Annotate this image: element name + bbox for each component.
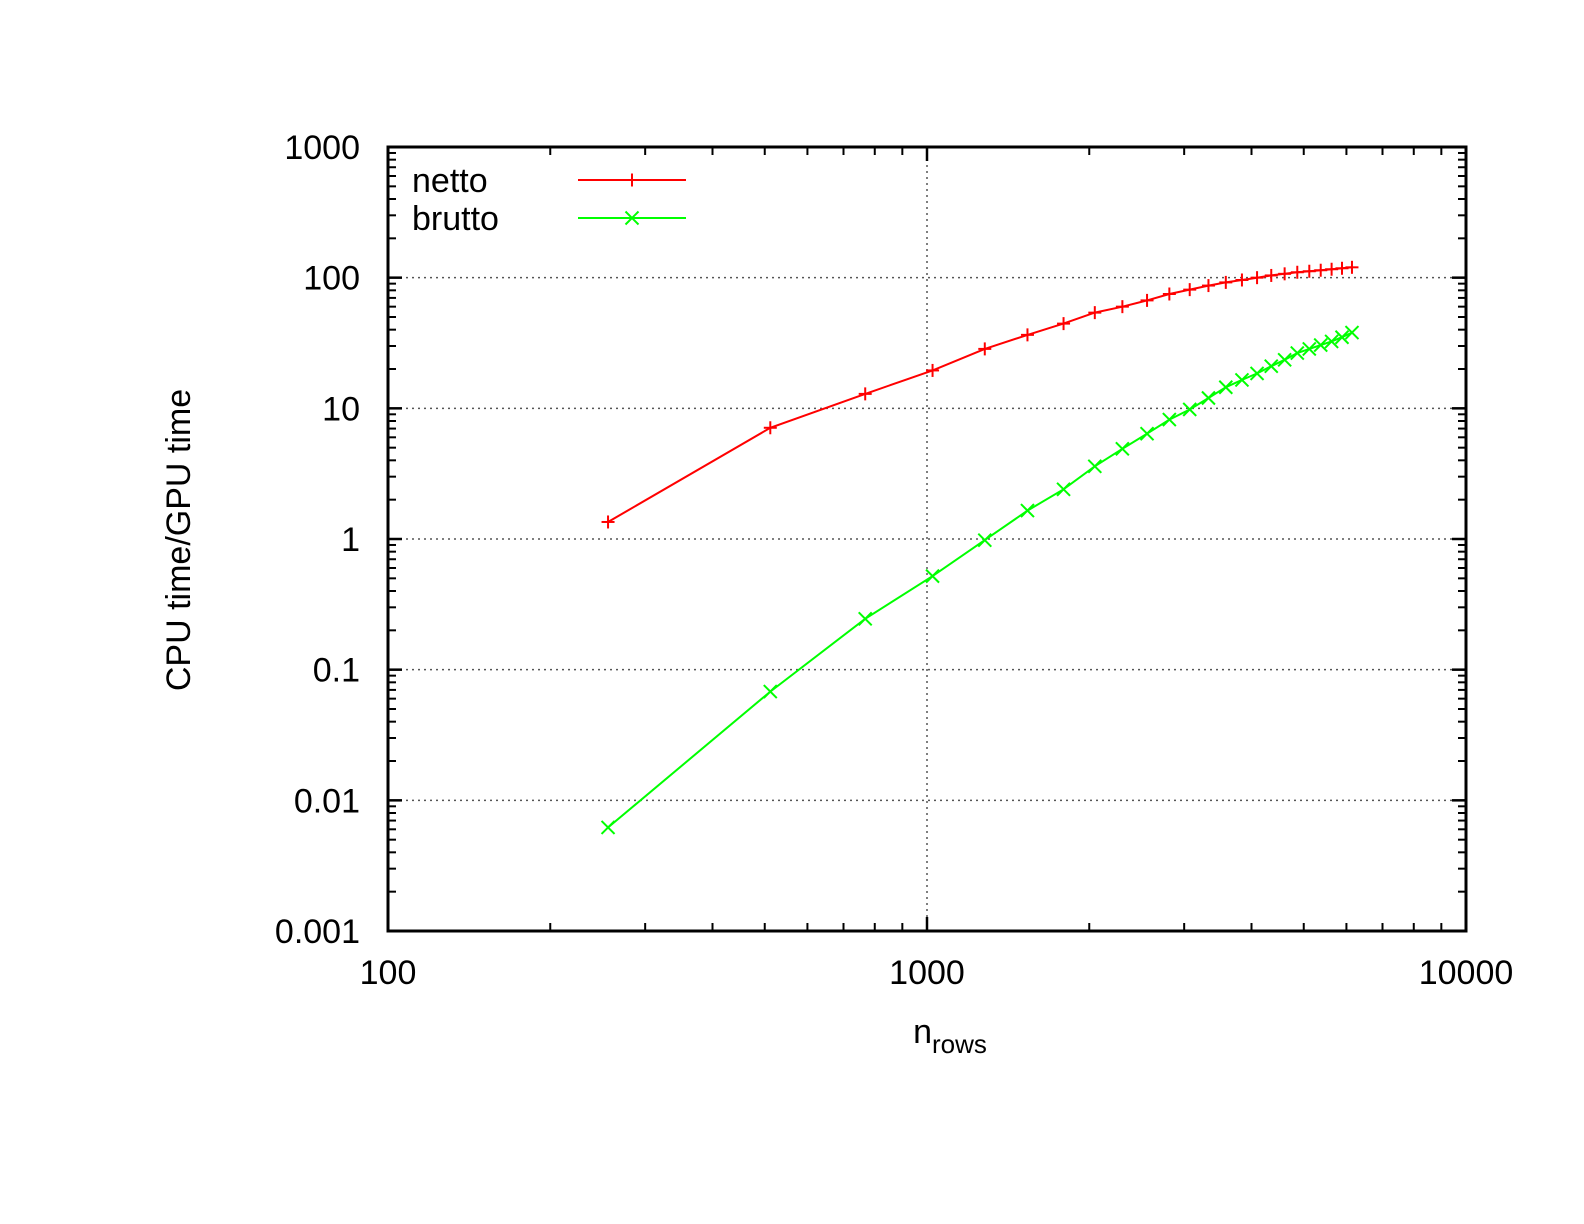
x-tick-label: 10000 [1419, 954, 1514, 992]
series-netto [601, 260, 1359, 529]
data-point [600, 820, 616, 835]
plot-frame [386, 145, 1468, 933]
data-point [1264, 359, 1279, 374]
data-point [1234, 372, 1250, 388]
data-point [1277, 352, 1292, 368]
legend-item-netto: netto [412, 162, 686, 200]
legend-label: brutto [412, 200, 499, 238]
data-point [1302, 341, 1317, 357]
data-point [1139, 426, 1155, 441]
data-point [1020, 503, 1035, 518]
x-tick-label: 1000 [889, 954, 965, 992]
y-tick-label: 1 [341, 521, 360, 559]
data-point [1218, 380, 1234, 395]
data-point [925, 568, 940, 584]
x-tick-labels: 100 1000 10000 [360, 954, 1514, 992]
data-point [1313, 337, 1328, 353]
data-point [858, 611, 873, 627]
legend-label: netto [412, 162, 488, 200]
y-tick-label: 10 [322, 390, 360, 428]
y-tick-label: 1000 [284, 129, 360, 167]
data-point [1056, 482, 1071, 497]
data-point [1087, 459, 1103, 474]
series-line [607, 266, 1353, 523]
y-tick-label: 0.01 [294, 782, 360, 820]
data-point [1162, 412, 1177, 427]
y-tick-labels: 0.001 0.01 0.1 1 10 100 1000 [275, 129, 360, 951]
y-tick-label: 100 [303, 260, 360, 298]
y-tick-label: 0.001 [275, 913, 360, 951]
series-brutto [600, 325, 1360, 835]
data-point [1324, 334, 1339, 349]
data-point [1334, 330, 1350, 345]
data-point [1115, 441, 1130, 457]
grid [388, 147, 1466, 931]
data-point [1201, 390, 1216, 406]
data-point [1249, 366, 1265, 381]
x-tick-label: 100 [360, 954, 417, 992]
data-point [977, 532, 992, 548]
data-point [624, 210, 640, 226]
x-axis-title: nrows [913, 1013, 987, 1059]
x-axis-title-sub: rows [932, 1029, 987, 1059]
plot-series [600, 260, 1360, 835]
series-line [607, 331, 1353, 829]
data-point [1290, 345, 1305, 361]
data-point [1182, 402, 1197, 417]
y-tick-label: 0.1 [313, 652, 360, 690]
x-axis-title-main: n [913, 1013, 932, 1051]
data-point [763, 684, 778, 699]
legend-item-brutto: brutto [412, 200, 686, 238]
y-axis-title: CPU time/GPU time [160, 389, 198, 691]
data-point [1344, 325, 1360, 340]
